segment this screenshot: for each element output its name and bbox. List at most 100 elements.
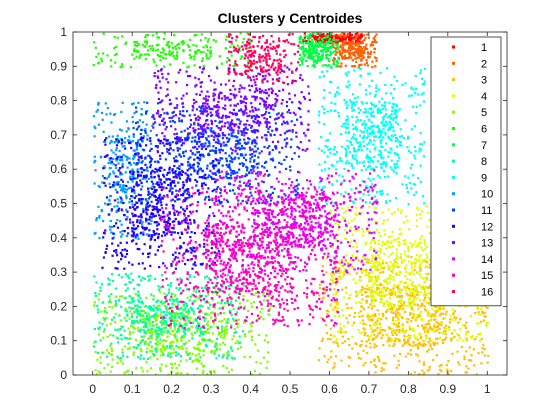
data-point (405, 335, 408, 338)
data-point (374, 93, 377, 97)
data-point (421, 249, 424, 252)
data-point (197, 307, 200, 310)
data-point (109, 333, 112, 336)
data-point (144, 330, 147, 333)
data-point (398, 338, 401, 341)
data-point (336, 307, 339, 310)
data-point (211, 350, 214, 353)
data-point (406, 219, 409, 222)
data-point (236, 118, 239, 121)
data-point (427, 291, 430, 294)
data-point (120, 63, 124, 66)
data-point (167, 288, 171, 291)
data-point (152, 304, 155, 307)
data-point (376, 355, 380, 358)
data-point (107, 295, 111, 298)
data-point (380, 145, 383, 148)
data-point (393, 239, 396, 242)
data-point (113, 36, 116, 39)
data-point (365, 184, 368, 188)
data-point (321, 64, 324, 67)
data-point (145, 40, 149, 44)
data-point (164, 301, 167, 304)
data-point (392, 265, 395, 269)
data-point (333, 278, 336, 281)
data-point (379, 192, 382, 195)
data-point (359, 344, 362, 347)
data-point (308, 44, 311, 47)
data-point (327, 167, 330, 170)
data-point (335, 293, 338, 296)
data-point (195, 325, 198, 328)
data-point (218, 307, 221, 310)
data-point (349, 258, 352, 261)
data-point (104, 102, 107, 105)
data-point (318, 39, 321, 42)
data-point (368, 107, 371, 110)
data-point (345, 149, 348, 152)
data-point (350, 162, 353, 165)
data-point (338, 174, 341, 177)
data-point (286, 111, 289, 114)
data-point (367, 288, 370, 291)
data-point (372, 299, 375, 302)
data-point (188, 275, 191, 278)
data-point (395, 255, 399, 258)
data-point (142, 314, 145, 318)
data-point (366, 156, 369, 159)
data-point (361, 293, 364, 296)
data-point (348, 44, 351, 47)
data-point (395, 261, 398, 264)
data-point (352, 36, 356, 39)
data-point (236, 136, 239, 139)
data-point (94, 369, 97, 372)
data-point (121, 348, 124, 351)
data-point (246, 169, 249, 172)
data-point (405, 184, 408, 187)
data-point (242, 163, 246, 166)
data-point (121, 173, 124, 176)
data-point (263, 299, 266, 302)
data-point (249, 157, 252, 160)
data-point (356, 39, 359, 42)
data-point (365, 299, 368, 302)
data-point (197, 327, 200, 330)
data-point (321, 42, 324, 45)
data-point (197, 132, 200, 135)
data-point (395, 366, 398, 369)
data-point (346, 115, 349, 118)
data-point (139, 311, 142, 315)
data-point (140, 366, 143, 369)
data-point (164, 316, 167, 320)
data-point (316, 37, 319, 40)
data-point (336, 90, 339, 94)
data-point (472, 348, 475, 351)
data-point (132, 311, 135, 314)
data-point (129, 198, 132, 201)
data-point (233, 328, 236, 331)
data-point (348, 51, 352, 54)
data-point (149, 186, 152, 190)
data-point (377, 153, 380, 156)
data-point (361, 50, 364, 53)
data-point (164, 326, 167, 329)
data-point (112, 157, 115, 160)
data-point (155, 373, 158, 375)
data-point (125, 337, 128, 340)
data-point (361, 131, 364, 134)
data-point (214, 119, 217, 123)
data-point (371, 125, 374, 128)
data-point (109, 142, 112, 145)
data-point (454, 318, 457, 321)
data-point (228, 123, 231, 126)
data-point (345, 210, 348, 213)
data-point (364, 274, 367, 277)
data-point (117, 180, 120, 183)
data-point (358, 291, 361, 294)
data-point (341, 57, 344, 60)
data-point (375, 284, 378, 287)
data-point (434, 309, 437, 312)
data-point (403, 243, 406, 246)
data-point (145, 321, 148, 324)
data-point (350, 44, 353, 47)
